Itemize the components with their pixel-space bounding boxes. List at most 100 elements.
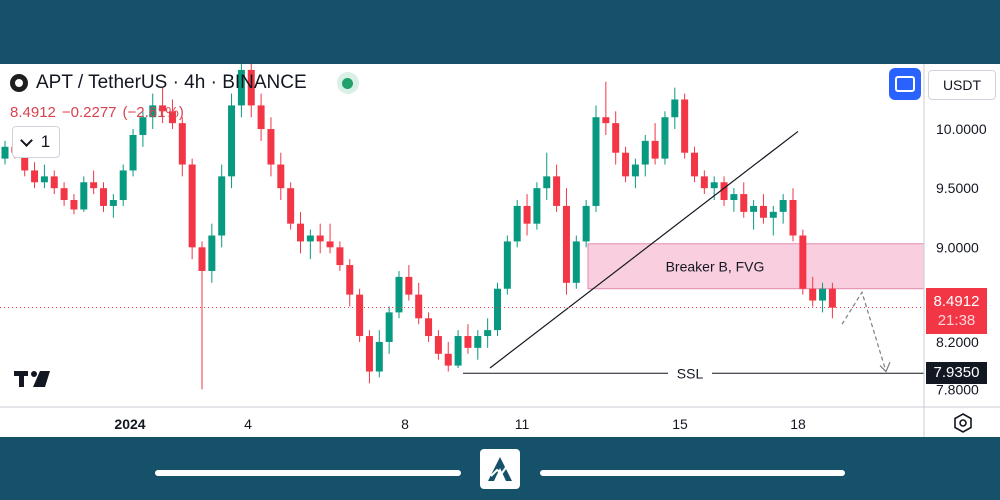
indicators-toggle[interactable]: 1	[12, 126, 60, 158]
indicator-count: 1	[40, 132, 51, 151]
candle-body	[750, 205, 758, 212]
trend-line	[489, 130, 799, 369]
x-tick-label: 8	[401, 416, 409, 432]
candle-body	[326, 241, 334, 248]
candle-body	[671, 99, 679, 118]
candle-body	[119, 170, 127, 201]
candle-body	[523, 205, 531, 224]
candle-body	[720, 182, 728, 201]
candle-body	[730, 194, 738, 201]
y-tick-label: 10.0000	[936, 121, 987, 137]
market-status-icon[interactable]	[336, 72, 359, 94]
breaker-fvg-zone	[587, 243, 925, 290]
candle-body	[287, 188, 295, 224]
candle-body	[50, 176, 58, 189]
candle-body	[503, 241, 511, 289]
candle-body	[346, 265, 354, 295]
footer-bar-right	[540, 470, 845, 476]
candle-body	[109, 200, 117, 206]
candle-body	[21, 152, 29, 171]
candle-body	[100, 188, 107, 206]
price-change-pct: (−2.61%)	[122, 104, 184, 121]
candle-body	[562, 205, 570, 283]
candle-body	[740, 194, 748, 212]
symbol-header[interactable]: APT / TetherUS · 4h · BINANCE	[10, 72, 359, 94]
candle-body	[198, 247, 206, 271]
tradingview-logo[interactable]	[14, 370, 52, 393]
x-tick-label: 2024	[114, 416, 145, 432]
candle-body	[474, 336, 482, 348]
candle-body	[592, 117, 600, 206]
candle-body	[484, 330, 492, 337]
candle-body	[651, 140, 659, 159]
last-price-value: 8.4912	[933, 293, 980, 310]
candle-body	[306, 235, 314, 242]
candle-body	[415, 294, 423, 319]
candle-body	[622, 152, 630, 177]
top-band	[0, 0, 1000, 64]
candle-body	[257, 105, 265, 130]
time-axis[interactable]: 2024 4 8 11 15 18	[114, 416, 806, 432]
candle-body	[641, 140, 649, 165]
price-chart[interactable]: Breaker B, FVG SSL 10.0000 9.5000 9.0000 8.…	[0, 64, 1000, 437]
chevron-down-icon	[19, 133, 33, 147]
projection-arrow	[841, 290, 887, 372]
candle-body	[602, 117, 610, 124]
candle-body	[691, 152, 698, 177]
candle-body	[60, 188, 68, 201]
candle-body	[819, 288, 827, 301]
last-price-label: 8.4912 21:38	[926, 288, 987, 334]
brand-logo-icon	[488, 457, 512, 481]
candle-body	[365, 336, 373, 372]
price-change: −0.2277	[61, 104, 117, 121]
ssl-price-label: 7.9350	[926, 362, 987, 384]
candle-body	[789, 200, 797, 236]
candle-body	[759, 205, 767, 218]
candle-body	[454, 336, 462, 366]
candle-body	[533, 188, 541, 224]
candle-body	[543, 176, 551, 189]
candle-body	[779, 200, 787, 212]
candles-group	[1, 64, 836, 390]
candle-body	[700, 176, 708, 189]
settings-icon[interactable]	[953, 413, 973, 433]
candle-body	[237, 69, 245, 106]
candle-body	[277, 164, 285, 189]
candle-body	[395, 276, 403, 313]
candle-body	[425, 318, 433, 337]
candle-body	[513, 205, 521, 242]
candle-body	[572, 241, 580, 283]
footer-bar-left	[155, 470, 461, 476]
ssl-label: SSL	[677, 365, 704, 381]
candle-body	[139, 117, 147, 135]
y-tick-label: 9.0000	[936, 239, 979, 255]
candle-body	[267, 129, 275, 165]
candle-body	[799, 235, 807, 289]
price-quote: 8.4912 −0.2277 (−2.61%)	[10, 104, 184, 121]
candle-body	[31, 170, 39, 183]
candle-body	[168, 111, 176, 124]
candle-body	[208, 235, 216, 271]
candle-body	[405, 276, 413, 295]
candle-body	[828, 288, 836, 308]
candle-body	[80, 182, 88, 210]
candle-body	[228, 105, 236, 177]
candle-body	[375, 341, 383, 372]
projection-arrowhead	[879, 361, 891, 373]
candle-body	[809, 288, 817, 301]
candle-body	[188, 164, 196, 248]
y-tick-label: 9.5000	[936, 180, 979, 196]
candle-body	[1, 146, 9, 159]
candle-body	[90, 182, 98, 189]
expand-button[interactable]	[889, 68, 921, 100]
candle-body	[129, 134, 137, 171]
candle-body	[444, 353, 452, 366]
candle-body	[612, 123, 620, 153]
candle-body	[681, 99, 689, 153]
last-price: 8.4912	[10, 104, 56, 121]
x-tick-label: 15	[672, 416, 688, 432]
currency-select[interactable]: USDT	[928, 70, 996, 100]
candle-body	[434, 336, 442, 354]
candle-body	[336, 247, 344, 266]
